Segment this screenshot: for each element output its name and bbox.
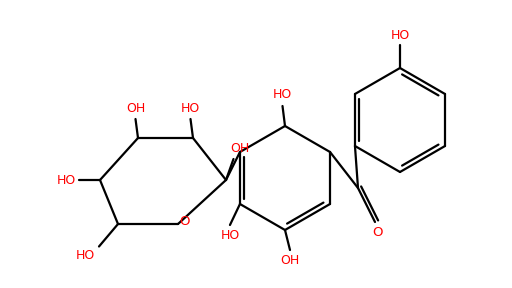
Text: HO: HO [390,29,410,42]
Text: HO: HO [75,249,95,262]
Text: OH: OH [126,101,145,115]
Text: HO: HO [273,88,292,101]
Text: O: O [372,226,383,240]
Text: O: O [179,215,189,228]
Text: HO: HO [220,229,240,242]
Text: HO: HO [56,173,76,187]
Text: OH: OH [230,143,250,156]
Text: HO: HO [181,101,200,115]
Text: OH: OH [281,255,300,268]
